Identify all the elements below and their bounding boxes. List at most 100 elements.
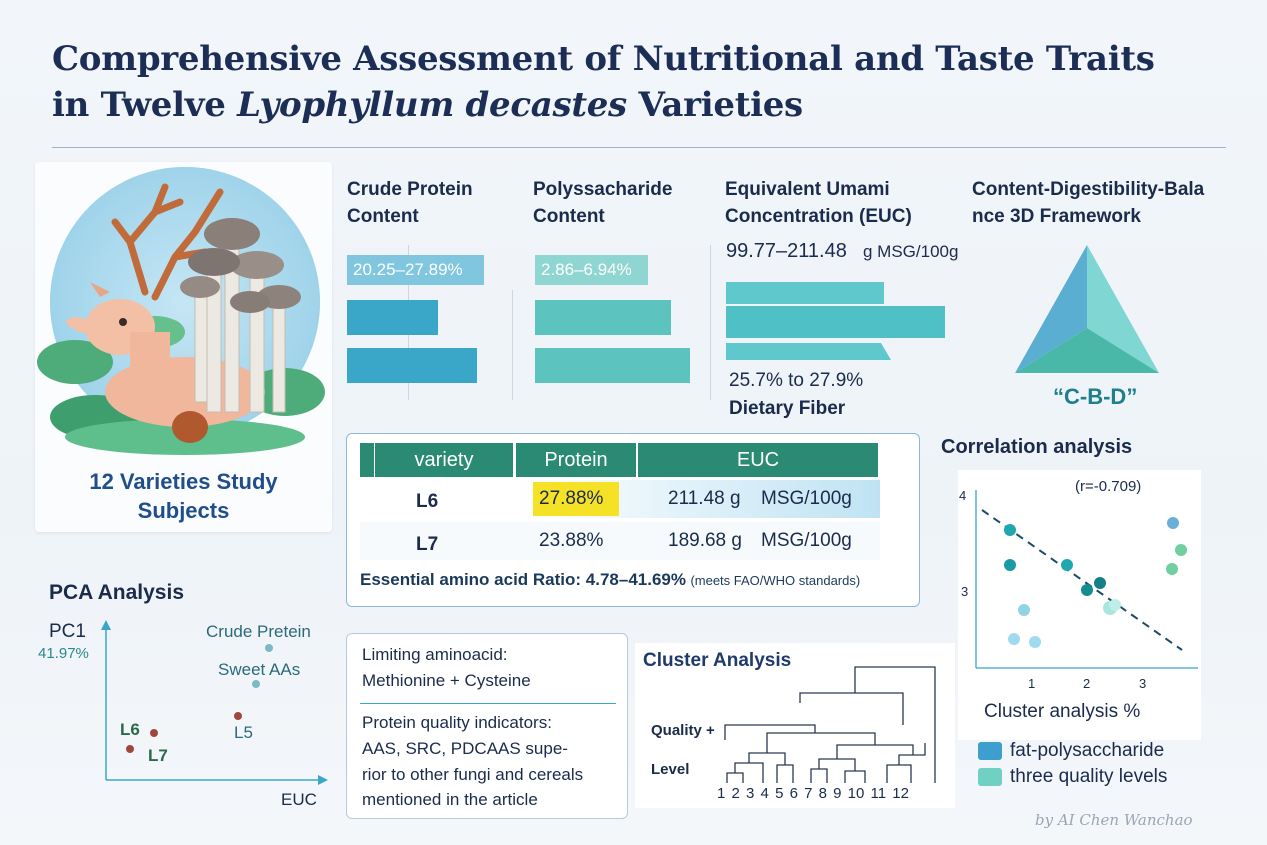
pca-point-crude-protein [265,644,273,652]
euc-bar-3 [726,343,891,360]
crude-protein-heading-line-1: Crude Protein [347,179,473,200]
framework-heading: Content-Digestibility-Bala nce 3D Framew… [972,176,1204,230]
euc-heading-line-1: Equivalent Umami [725,179,890,200]
leaf-10: 10 [847,785,865,802]
pca-axes [101,620,328,785]
corr-point [1018,604,1030,616]
title-line-2-post: Varieties [626,85,803,125]
page-title: Comprehensive Assessment of Nutritional … [52,36,1202,128]
limiting-line-1: Limiting aminoacid: [362,645,508,664]
amino-acid-footnote: Essential amino acid Ratio: 4.78–41.69% … [360,570,860,590]
table-cell-variety-l6: L6 [416,491,439,512]
corr-point [1081,584,1093,596]
corr-x-tick-2: 2 [1083,676,1091,691]
pca-y-label: PC1 [49,621,86,642]
dietary-fiber-range: 25.7% to 27.9% [729,370,864,391]
cbd-pyramid [1015,245,1159,373]
correlation-plot [975,490,1198,669]
polysaccharide-heading: Polyssacharide Content [533,176,672,230]
framework-heading-line-2: nce 3D Framework [972,206,1141,227]
table-row-l7-bg [360,522,880,560]
credit-text: by AI Chen Wanchao [1035,811,1193,829]
crude-protein-heading-line-2: Content [347,206,419,227]
limiting-amino-acid-card [346,633,628,819]
pca-label-l5: L5 [234,723,253,742]
corr-point [1061,559,1073,571]
pca-label-crude-protein: Crude Pretein [206,622,311,641]
polysaccharide-axis-left [512,290,513,400]
limiting-line-4: AAS, SRC, PDCAAS supe- [362,739,568,758]
euc-bar-2 [726,306,945,338]
table-cell-euc-unit-l7: MSG/100g [761,530,852,551]
euc-heading-line-2: Concentration (EUC) [725,206,912,227]
illustration-card: 12 Varieties Study Subjects [35,162,332,532]
pca-x-label: EUC [281,790,317,809]
dietary-fiber-label: Dietary Fiber [729,398,846,419]
corr-point [1109,599,1121,611]
pca-point-l7 [126,745,134,753]
corr-point [1004,559,1016,571]
table-cell-variety-l7: L7 [416,534,439,555]
pca-label-l7: L7 [148,746,168,765]
polysaccharide-heading-line-1: Polyssacharide [533,179,673,200]
corr-point [1166,563,1178,575]
leaf-2: 2 [731,785,740,802]
crude-protein-range-label: 20.25–27.89% [353,260,463,279]
leaf-5: 5 [775,785,784,802]
leaf-7: 7 [804,785,813,802]
leaf-1: 1 [717,785,726,802]
cluster-label-level: Level [651,761,690,778]
title-line-2: in Twelve Lyophyllum decastes Varieties [52,82,1202,128]
fao-who-note: (meets FAO/WHO standards) [690,573,861,588]
limiting-line-5: rior to other fungi and cereals [362,765,584,784]
table-header-euc: EUC [638,443,878,477]
leaf-3: 3 [746,785,755,802]
limiting-line-6: mentioned in the article [362,790,538,809]
leaf-8: 8 [818,785,827,802]
corr-point [1167,517,1179,529]
table-header-edge [360,443,374,477]
table-cell-protein-l7: 23.88% [539,530,604,551]
corr-point [1004,524,1016,536]
corr-point [1029,636,1041,648]
leaf-9: 9 [833,785,842,802]
cbd-label: “C-B-D” [1053,384,1138,409]
cluster-dendrogram [724,666,936,783]
table-cell-euc-unit-l6: MSG/100g [761,488,852,509]
crude-protein-heading: Crude Protein Content [347,176,473,230]
polysaccharide-bar-1 [535,300,671,335]
leaf-6: 6 [789,785,798,802]
polysaccharide-bar-2 [535,348,690,383]
euc-heading: Equivalent Umami Concentration (EUC) [725,176,912,230]
table-header-variety: variety [375,443,513,477]
leaf-11: 11 [870,785,887,802]
table-cell-protein-l6: 27.88% [539,488,604,509]
protein-highlight [533,482,619,516]
table-row-l6-bg [360,480,880,518]
corr-point [1008,633,1020,645]
corr-point [1094,577,1106,589]
polysaccharide-range-label: 2.86–6.94% [541,260,632,279]
pca-point-l6 [150,729,158,737]
illustration-caption: 12 Varieties Study Subjects [35,467,332,525]
legend-swatch-three-quality-levels [978,768,1002,786]
title-species: Lyophyllum decastes [237,85,627,125]
deer-mushroom-illustration [37,167,325,455]
polysaccharide-heading-line-2: Content [533,206,605,227]
cluster-title: Cluster Analysis [643,650,792,671]
corr-point [1175,544,1187,556]
correlation-r-label: (r=-0.709) [1075,478,1142,495]
leaf-4: 4 [760,785,769,802]
leaf-12: 12 [892,785,909,802]
title-line-2-pre: in Twelve [52,85,238,125]
limiting-line-2: Methionine + Cysteine [362,671,531,690]
pca-label-l6: L6 [120,720,140,739]
table-cell-euc-value-l7: 189.68 g [668,530,742,551]
corr-x-tick-1: 1 [1028,676,1036,691]
corr-y-tick-4: 4 [959,488,967,503]
crude-protein-range-bar [347,255,484,285]
crude-protein-bar-1 [347,300,438,335]
legend-label-three-quality-levels: three quality levels [1010,766,1168,787]
caption-line-2: Subjects [137,498,230,523]
legend-swatch-fat-polysaccharide [978,742,1002,760]
